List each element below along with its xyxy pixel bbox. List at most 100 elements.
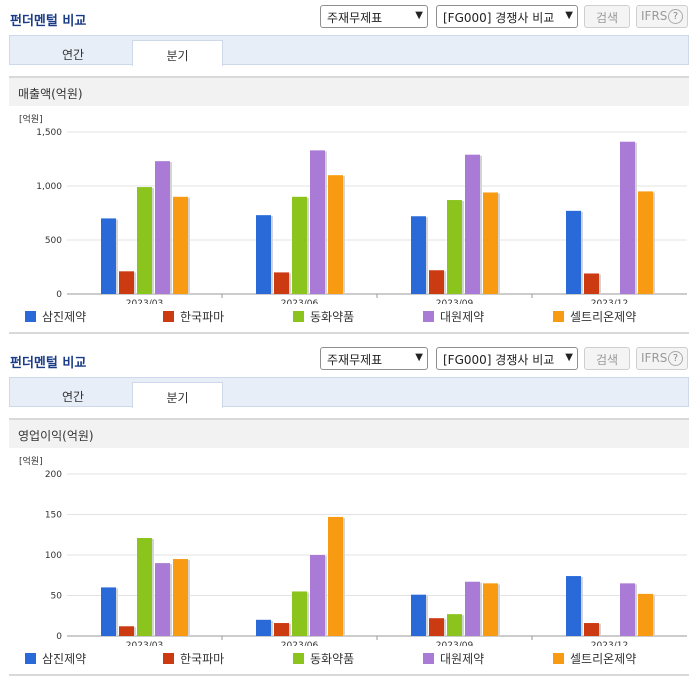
legend-item[interactable]: 셀트리온제약: [553, 650, 636, 667]
y-tick-label: 1,500: [36, 128, 62, 138]
x-tick-label: 2023/03: [126, 641, 163, 646]
legend-item[interactable]: 동화약품: [293, 308, 354, 325]
bar: [119, 626, 134, 636]
legend-swatch: [553, 311, 564, 322]
chart-title: 매출액(억원): [18, 87, 83, 101]
bar: [173, 559, 188, 636]
bar: [411, 216, 426, 294]
help-icon[interactable]: ?: [668, 9, 683, 24]
legend-label: 셀트리온제약: [570, 652, 637, 666]
bar: [310, 150, 325, 294]
bar: [328, 175, 343, 294]
chart-header: 매출액(억원): [9, 76, 689, 106]
legend-item[interactable]: 삼진제약: [25, 650, 86, 667]
legend-item[interactable]: 한국파마: [163, 650, 224, 667]
legend-label: 삼진제약: [42, 310, 87, 324]
bar: [483, 192, 498, 294]
search-button[interactable]: 검색: [584, 347, 630, 370]
legend-item[interactable]: 대원제약: [423, 650, 484, 667]
bar: [292, 196, 307, 294]
y-tick-label: 100: [45, 551, 62, 561]
legend-swatch: [293, 653, 304, 664]
ifrs-label: IFRS: [641, 351, 668, 365]
bar: [447, 200, 462, 294]
tab-annual[interactable]: 연간: [61, 48, 85, 62]
x-tick-label: 2023/09: [436, 299, 474, 304]
bar: [465, 154, 480, 294]
peer-group-select[interactable]: [FG000] 경쟁사 비교 ▼: [436, 5, 578, 28]
bar: [155, 161, 170, 294]
bar: [429, 618, 444, 636]
x-tick-label: 2023/06: [281, 299, 319, 304]
legend-swatch: [423, 653, 434, 664]
chart-legend: 삼진제약 한국파마 동화약품 대원제약 셀트리온제약: [25, 308, 685, 326]
bar: [328, 516, 343, 636]
legend-item[interactable]: 한국파마: [163, 308, 224, 325]
help-icon[interactable]: ?: [668, 351, 683, 366]
legend-label: 동화약품: [310, 310, 355, 324]
legend-swatch: [163, 311, 174, 322]
divider: [9, 332, 689, 334]
tab-quarterly[interactable]: 분기: [132, 382, 223, 408]
peer-group-select[interactable]: [FG000] 경쟁사 비교 ▼: [436, 347, 578, 370]
bar-chart: [억원] 0 50 100 150 200 2023/03 2023/06 2023/09 202…: [19, 455, 687, 646]
bar: [620, 141, 635, 294]
bar: [584, 273, 599, 294]
bar: [173, 196, 188, 294]
bar: [137, 537, 152, 636]
statement-type-value: 주재무제표: [327, 353, 383, 367]
bar-chart: [억원] 0 500 1,000 1,500 2023/03 2023/06 2023/09 2…: [19, 113, 687, 304]
statement-type-value: 주재무제표: [327, 11, 383, 25]
legend-label: 삼진제약: [42, 652, 87, 666]
bar: [292, 591, 307, 636]
period-tabs: 연간 분기: [9, 377, 689, 408]
bar: [310, 555, 325, 636]
y-tick-label: 500: [45, 236, 62, 246]
y-tick-label: 0: [56, 632, 62, 642]
legend-swatch: [163, 653, 174, 664]
legend-item[interactable]: 삼진제약: [25, 308, 86, 325]
panel-title: 펀더멘털 비교: [10, 14, 87, 29]
legend-label: 한국파마: [180, 310, 225, 324]
peer-group-value: [FG000] 경쟁사 비교: [443, 11, 555, 25]
ifrs-button[interactable]: IFRS?: [636, 5, 688, 28]
legend-swatch: [553, 653, 564, 664]
chevron-down-icon: ▼: [565, 352, 573, 363]
peer-group-value: [FG000] 경쟁사 비교: [443, 353, 555, 367]
bar: [483, 583, 498, 636]
y-axis-label: [억원]: [19, 455, 43, 467]
x-tick-label: 2023/12: [591, 641, 628, 646]
chart-legend: 삼진제약 한국파마 동화약품 대원제약 셀트리온제약: [25, 650, 685, 668]
bar: [429, 270, 444, 294]
ifrs-button[interactable]: IFRS?: [636, 347, 688, 370]
legend-item[interactable]: 대원제약: [423, 308, 484, 325]
statement-type-select[interactable]: 주재무제표 ▼: [320, 347, 428, 370]
legend-swatch: [293, 311, 304, 322]
bar: [411, 594, 426, 636]
tab-annual[interactable]: 연간: [61, 390, 85, 404]
legend-item[interactable]: 셀트리온제약: [553, 308, 636, 325]
y-tick-label: 1,000: [36, 182, 62, 192]
ifrs-label: IFRS: [641, 9, 668, 23]
bar: [465, 581, 480, 636]
x-tick-label: 2023/09: [436, 641, 474, 646]
bar: [101, 218, 116, 294]
legend-swatch: [25, 311, 36, 322]
legend-label: 한국파마: [180, 652, 225, 666]
chevron-down-icon: ▼: [415, 10, 423, 21]
legend-swatch: [423, 311, 434, 322]
legend-item[interactable]: 동화약품: [293, 650, 354, 667]
search-button[interactable]: 검색: [584, 5, 630, 28]
bar: [638, 191, 653, 294]
tab-quarterly[interactable]: 분기: [132, 40, 223, 66]
bar: [256, 619, 271, 636]
legend-label: 동화약품: [310, 652, 355, 666]
legend-swatch: [25, 653, 36, 664]
statement-type-select[interactable]: 주재무제표 ▼: [320, 5, 428, 28]
y-axis-label: [억원]: [19, 113, 43, 125]
y-tick-label: 0: [56, 290, 62, 300]
bar: [101, 587, 116, 636]
bar: [638, 593, 653, 636]
x-tick-label: 2023/03: [126, 299, 163, 304]
bar: [137, 187, 152, 294]
